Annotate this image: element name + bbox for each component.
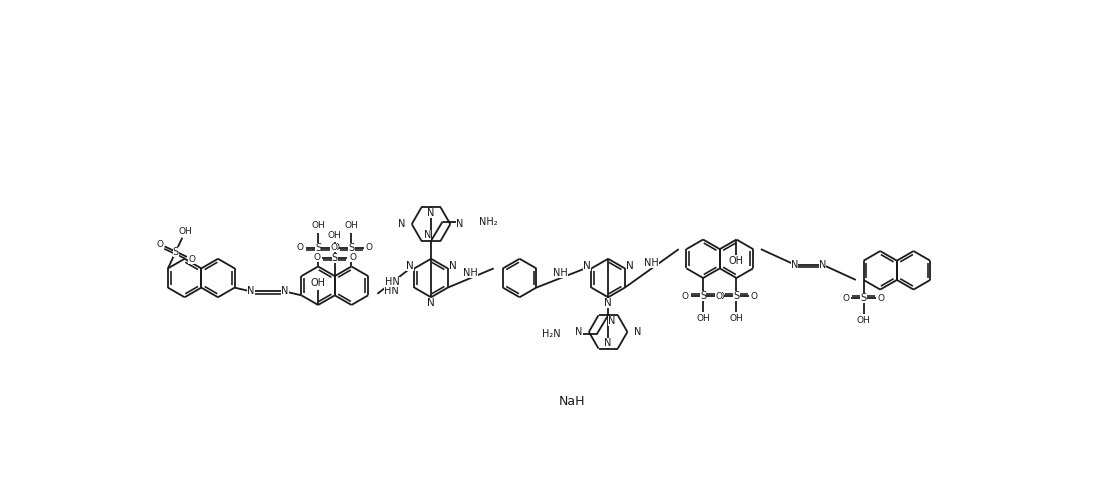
Text: OH: OH [696,314,710,324]
Text: N: N [248,286,254,297]
Text: NH₂: NH₂ [479,217,498,226]
Text: OH: OH [730,314,743,324]
Text: N: N [427,298,435,307]
Text: N: N [423,230,431,240]
Text: S: S [331,253,338,263]
Text: O: O [751,292,758,301]
Text: N: N [583,261,590,271]
Text: N: N [626,261,634,271]
Text: NH: NH [644,258,660,268]
Text: OH: OH [310,278,326,288]
Text: O: O [718,292,724,301]
Text: NaH: NaH [559,395,585,407]
Text: OH: OH [345,221,358,230]
Text: HN: HN [385,277,401,287]
Text: O: O [682,292,689,301]
Text: N: N [791,260,798,269]
Text: O: O [314,253,320,262]
Text: N: N [604,298,612,307]
Text: S: S [733,291,740,302]
Text: O: O [156,240,163,249]
Text: S: S [315,243,321,253]
Text: N: N [634,327,641,337]
Text: NH: NH [554,267,568,278]
Text: O: O [715,292,722,301]
Text: OH: OH [311,221,325,230]
Text: OH: OH [857,316,870,325]
Text: S: S [700,291,706,302]
Text: O: O [349,253,356,262]
Text: S: S [173,246,179,257]
Text: O: O [333,244,339,252]
Text: OH: OH [179,227,192,236]
Text: N: N [449,261,456,271]
Text: S: S [860,293,867,304]
Text: N: N [456,219,464,229]
Text: N: N [576,327,583,337]
Text: N: N [818,260,826,269]
Text: HN: HN [384,286,398,297]
Text: OH: OH [328,231,341,240]
Text: N: N [605,338,612,348]
Text: N: N [427,208,435,218]
Text: S: S [348,243,355,253]
Text: N: N [398,219,405,229]
Text: O: O [878,294,885,303]
Text: O: O [189,255,195,264]
Text: OH: OH [729,256,744,266]
Text: N: N [281,286,289,297]
Text: O: O [297,244,304,252]
Text: NH: NH [463,267,478,278]
Text: H₂N: H₂N [541,329,560,340]
Text: O: O [330,244,337,252]
Text: N: N [406,261,414,271]
Text: O: O [843,294,849,303]
Text: O: O [366,244,373,252]
Text: N: N [608,316,616,326]
